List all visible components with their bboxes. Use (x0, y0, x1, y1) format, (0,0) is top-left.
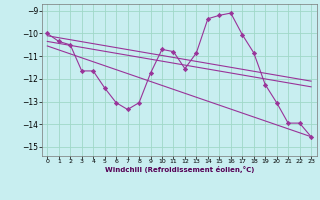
X-axis label: Windchill (Refroidissement éolien,°C): Windchill (Refroidissement éolien,°C) (105, 166, 254, 173)
